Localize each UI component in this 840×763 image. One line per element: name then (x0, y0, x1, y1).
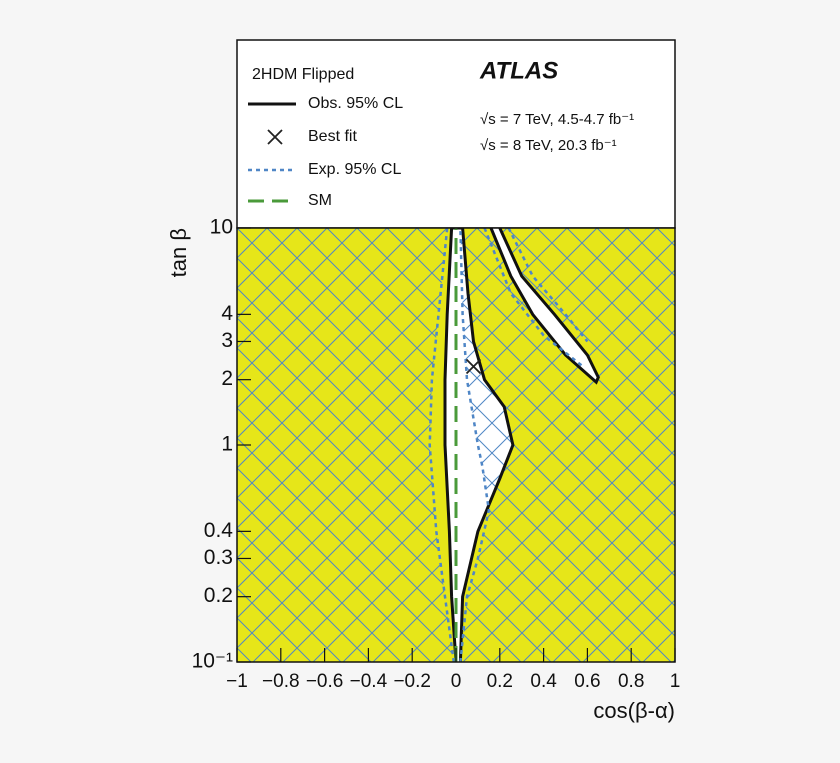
x-tick-label: 0.6 (574, 671, 600, 692)
experiment-label: ATLAS (479, 57, 558, 84)
contour-line (443, 228, 600, 662)
plot-area (237, 228, 675, 662)
legend-title: 2HDM Flipped (252, 66, 354, 83)
legend-box (236, 39, 676, 229)
y-tick-label: 3 (221, 329, 233, 352)
annotation: √s = 7 TeV, 4.5-4.7 fb⁻¹ (480, 111, 634, 128)
y-tick-label: 4 (221, 302, 233, 325)
legend-label: Obs. 95% CL (308, 95, 403, 112)
y-tick-label: 0.4 (204, 519, 234, 542)
legend-label: SM (308, 192, 332, 209)
y-tick-label: 2 (221, 367, 233, 390)
legend-label: Exp. 95% CL (308, 161, 401, 178)
y-tick-label: 0.2 (204, 584, 233, 607)
x-tick-label: 1 (670, 671, 681, 692)
x-tick-label: −0.6 (306, 671, 344, 692)
y-tick-label: 10 (210, 216, 233, 239)
y-tick-label: 0.3 (204, 546, 233, 569)
x-tick-label: 0.2 (487, 671, 513, 692)
x-tick-label: 0 (451, 671, 462, 692)
x-tick-label: −1 (226, 671, 248, 692)
x-tick-label: −0.4 (350, 671, 388, 692)
x-tick-label: 0.4 (530, 671, 557, 692)
x-axis-label: cos(β-α) (593, 698, 675, 723)
y-tick-label: 1 (221, 433, 233, 456)
legend-label: Best fit (308, 128, 357, 145)
best-fit-marker (465, 358, 482, 375)
annotation: √s = 8 TeV, 20.3 fb⁻¹ (480, 137, 617, 154)
y-tick-label: 10⁻¹ (192, 650, 233, 673)
x-tick-label: −0.8 (262, 671, 300, 692)
x-tick-label: 0.8 (618, 671, 644, 692)
x-tick-label: −0.2 (393, 671, 431, 692)
contour-line (428, 228, 589, 662)
legend-swatch (267, 129, 283, 145)
y-axis-label: tan β (166, 228, 191, 277)
